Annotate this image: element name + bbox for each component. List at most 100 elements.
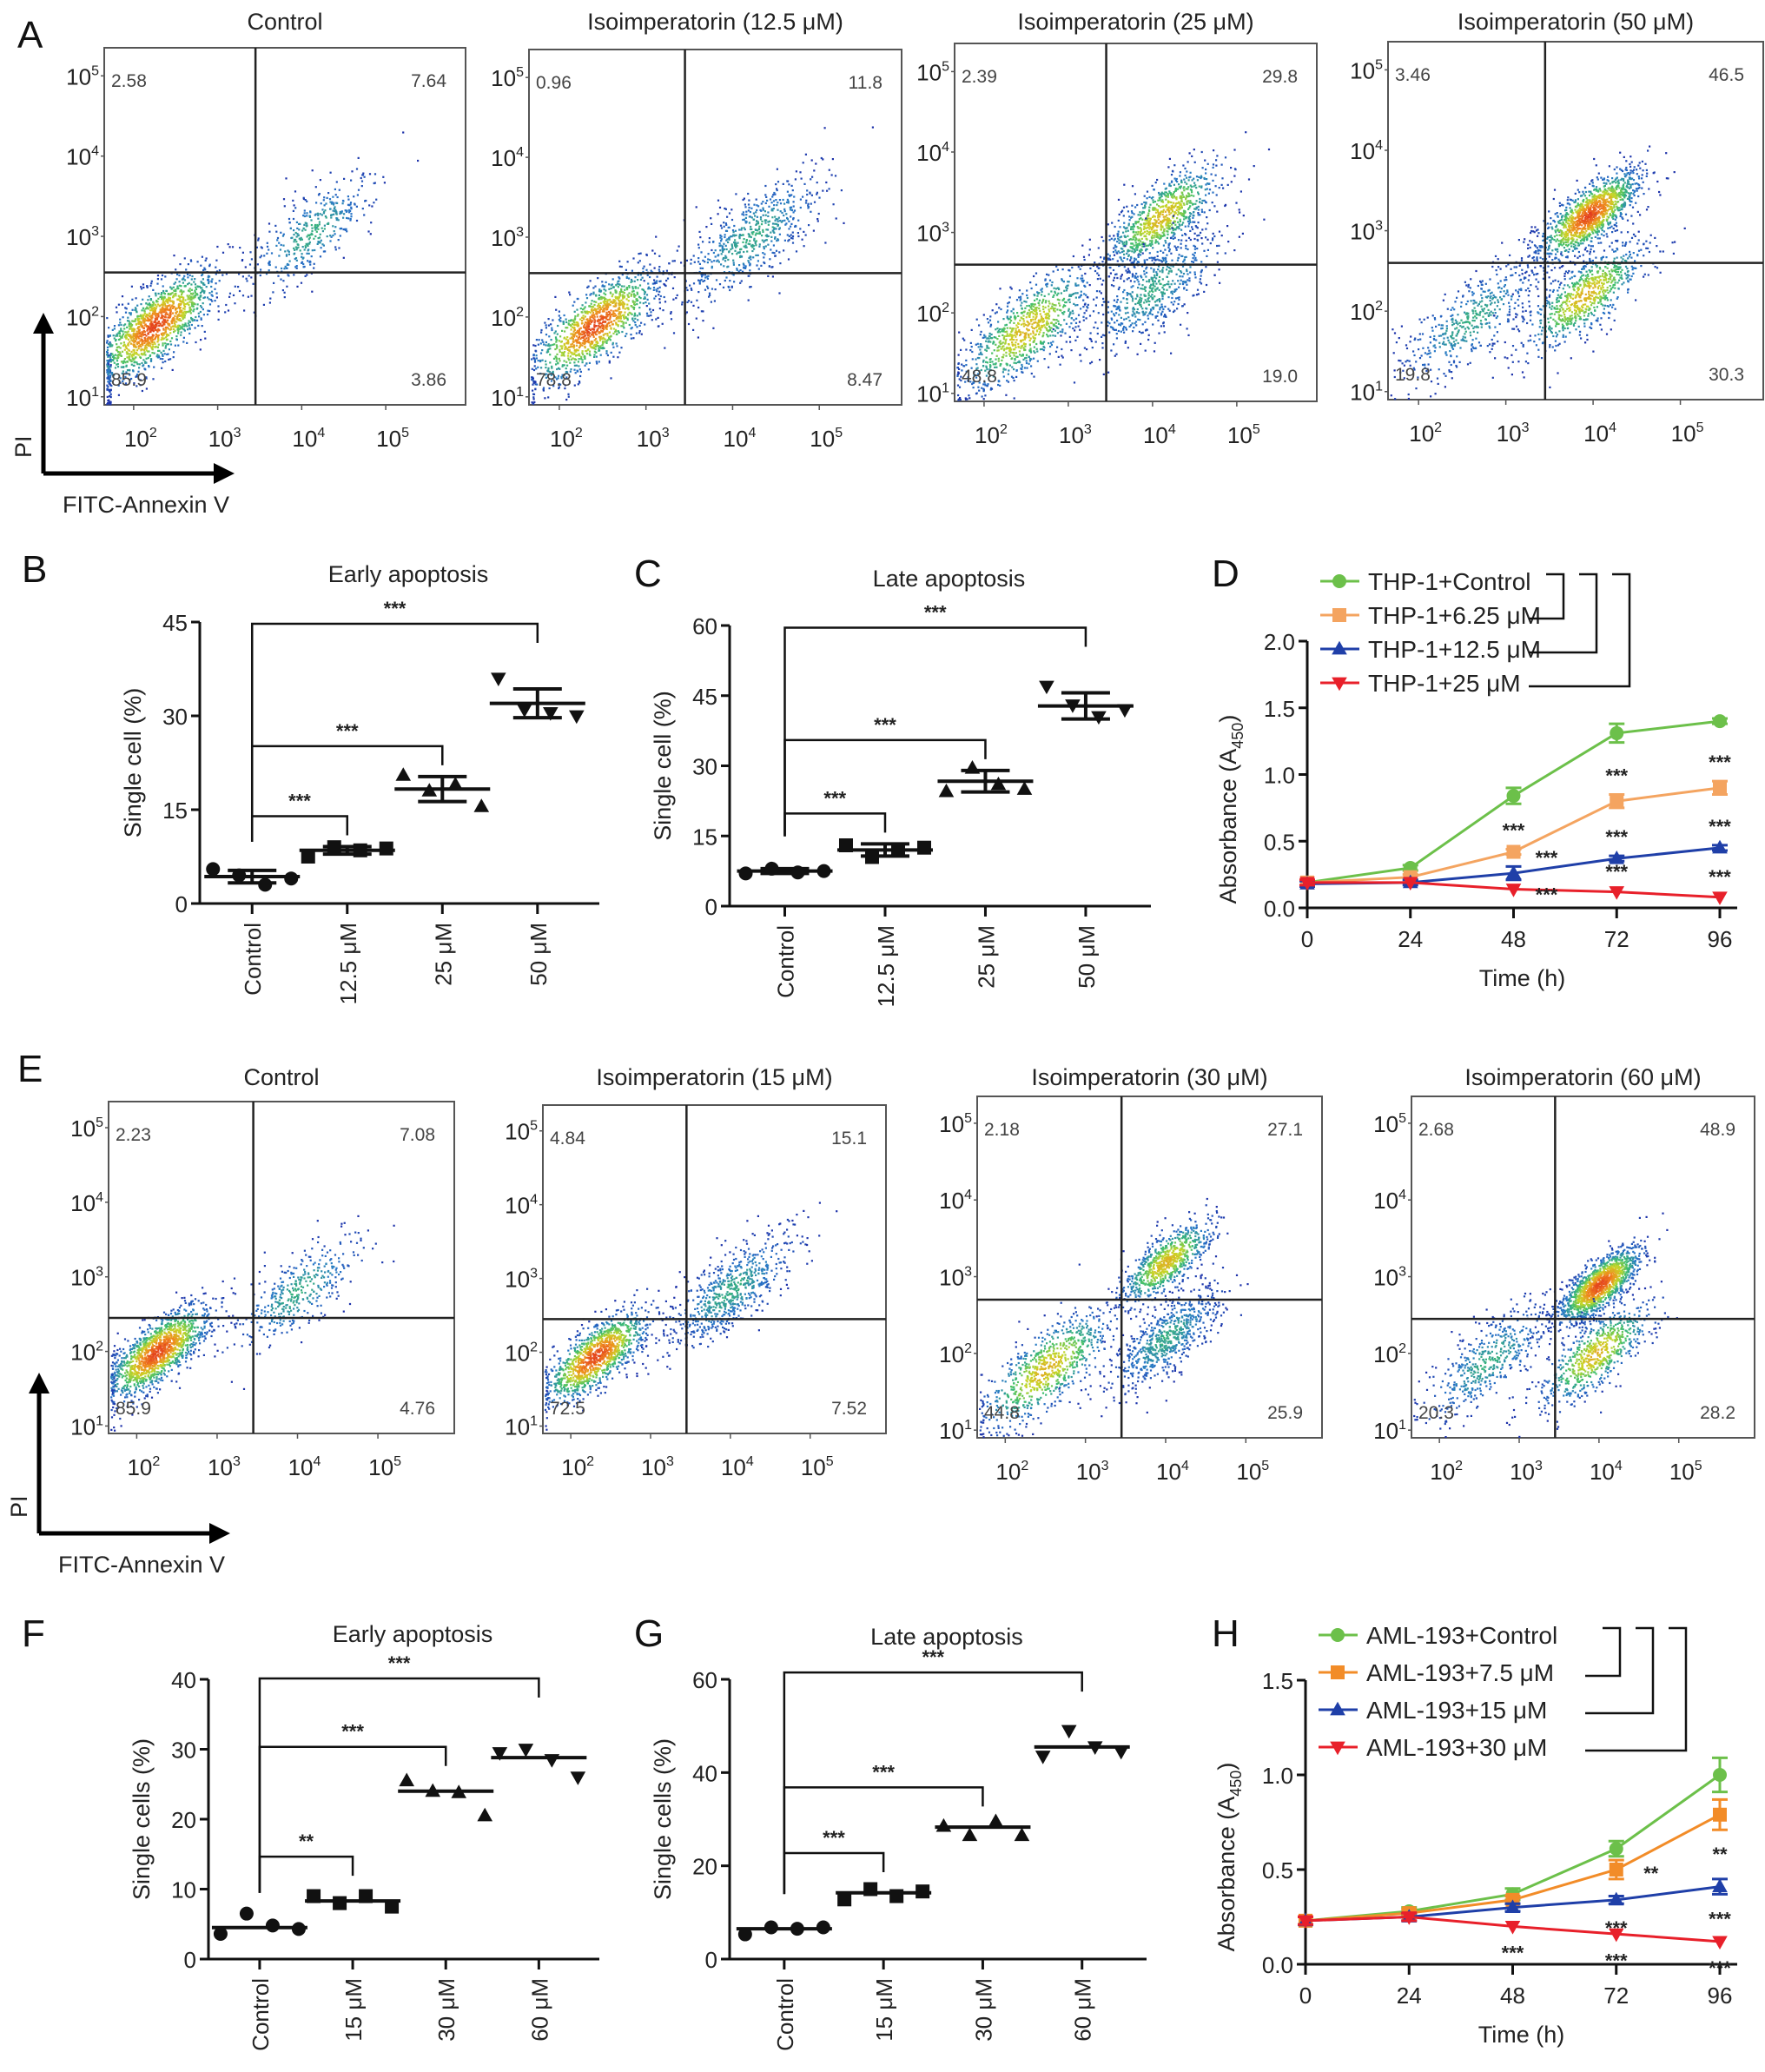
y-tick-label: 105 [916, 59, 949, 85]
data-point [1087, 1741, 1103, 1756]
y-tick-label: 104 [505, 1193, 538, 1219]
x-tick-label: 104 [292, 426, 325, 452]
y-tick-label: 1.5 [1262, 1668, 1293, 1694]
x-tick-label: 48 [1500, 1983, 1525, 2009]
pi-arrow-head-icon [29, 1373, 50, 1393]
data-point [518, 1744, 534, 1758]
significance-bracket: *** [250, 790, 349, 843]
y-tick-label: 0.0 [1264, 896, 1295, 922]
x-tick-label: 0 [1301, 926, 1313, 952]
y-tick-label: 105 [491, 65, 524, 91]
panel-g-late-apoptosis: Late apoptosis 0 20 40 60 Single cells (%) Con… [650, 1624, 1147, 2051]
chart-title: Late apoptosis [870, 1624, 1023, 1650]
quadrant-label-ur: 7.64 [411, 71, 446, 91]
x-tick-label: 104 [724, 426, 757, 452]
flow-plot-title: Isoimperatorin (12.5 μM) [587, 9, 843, 35]
x-tick-label: 15 μM [871, 1978, 897, 2042]
category-group [394, 767, 491, 812]
legend: THP-1+Control THP-1+6.25 μM THP-1+12.5 μM T… [1320, 568, 1631, 697]
data-point [1506, 789, 1521, 804]
data-point [1609, 1842, 1623, 1857]
legend-label: AML-193+7.5 μM [1366, 1659, 1554, 1686]
quadrant-label-ul: 3.46 [1395, 65, 1431, 85]
x-tick-label: 105 [1671, 420, 1704, 447]
flow-plot: Isoimperatorin (60 μM) 2.68 48.9 20.3 28.2 10… [1373, 1064, 1755, 1485]
y-axis-title: PI [10, 435, 36, 458]
data-point [265, 1918, 280, 1933]
flow-events [1390, 145, 1686, 400]
panel-letter-f: F [22, 1612, 45, 1655]
y-tick-label: 2.0 [1264, 629, 1295, 655]
data-point [1035, 1751, 1051, 1764]
y-tick-label: 104 [491, 145, 524, 171]
x-tick-label: 30 μM [433, 1978, 459, 2042]
y-tick-label: 60 [692, 613, 717, 639]
legend-label: AML-193+Control [1366, 1622, 1557, 1649]
axis-arrows: PI FITC-Annexin V [6, 1373, 230, 1578]
quadrant-label-ll: 85.9 [111, 370, 147, 390]
significance-label: *** [336, 720, 359, 742]
significance-label: *** [1503, 819, 1525, 841]
flow-events [956, 131, 1271, 401]
significance-label: *** [823, 1827, 845, 1849]
x-tick-label: 96 [1708, 1983, 1733, 2009]
x-tick-label: 104 [1143, 422, 1176, 448]
data-point [1609, 1863, 1623, 1877]
category-group [491, 1744, 587, 1785]
significance-label: *** [384, 598, 407, 619]
x-tick-label: 105 [1227, 422, 1260, 448]
y-tick-label: 20 [692, 1854, 717, 1880]
category-group [737, 861, 833, 881]
x-tick-label: 104 [1583, 420, 1616, 447]
significance-label: *** [288, 790, 311, 811]
quadrant-label-ul: 2.68 [1418, 1120, 1454, 1140]
data-point [1505, 884, 1522, 897]
y-tick-label: 104 [70, 1190, 103, 1216]
data-point [738, 866, 753, 881]
significance-bracket: *** [258, 1652, 540, 1893]
annexin-arrow-head-icon [209, 1523, 230, 1544]
legend-item: THP-1+Control [1320, 568, 1531, 595]
data-point [1506, 844, 1521, 859]
data-point [1713, 1768, 1727, 1782]
dot-plot: Early apoptosis 0 15 30 45 Single cell (%) Con… [120, 561, 599, 1004]
y-tick-label: 20 [171, 1807, 196, 1833]
data-point [916, 840, 931, 855]
y-tick-label: 30 [692, 754, 717, 780]
y-tick-label: 30 [162, 704, 188, 730]
data-point [353, 843, 367, 857]
flow-plot: Control 2.58 7.64 85.9 3.86 101 102 103 104 105 10… [66, 9, 466, 452]
panel-letter-g: G [634, 1612, 664, 1655]
y-axis-title: PI [6, 1495, 32, 1518]
data-point [1713, 1807, 1727, 1822]
significance-label: *** [1709, 816, 1731, 837]
x-tick-label: 72 [1604, 926, 1629, 952]
svg-text:103: 103 [491, 225, 524, 251]
y-tick-label: 105 [505, 1119, 538, 1145]
comparison-bracket [1529, 573, 1565, 620]
line-chart: 0.0 0.5 1.0 1.5 0 24 48 72 96 Time (h) Absorbance … [1213, 1622, 1737, 2048]
category-group [1034, 1724, 1130, 1764]
category-group [299, 840, 395, 864]
y-tick-label: 102 [916, 301, 949, 327]
data-point [544, 1754, 560, 1768]
x-tick-label: 103 [1059, 422, 1092, 448]
legend-item: AML-193+7.5 μM [1319, 1659, 1554, 1686]
x-tick-label: 102 [995, 1459, 1028, 1485]
legend-label: THP-1+25 μM [1368, 670, 1521, 697]
x-tick-label: 102 [561, 1454, 594, 1480]
data-point [1608, 1891, 1624, 1906]
quadrant-label-ur: 46.5 [1709, 65, 1744, 85]
flow-plot-title: Control [247, 9, 322, 35]
data-point [1504, 1921, 1521, 1935]
data-point [916, 1884, 930, 1899]
y-tick-label: 0 [184, 1947, 196, 1973]
y-tick-label: 102 [1373, 1341, 1406, 1367]
quadrant-label-ur: 27.1 [1267, 1120, 1303, 1140]
y-tick-label: 10 [171, 1877, 196, 1903]
data-point [737, 1927, 752, 1942]
y-tick-label: 45 [692, 684, 717, 710]
x-tick-label: 103 [1497, 420, 1530, 447]
y-axis-title: Absorbance (A450) [1213, 1763, 1245, 1952]
y-axis-title: Single cells (%) [129, 1738, 155, 1900]
